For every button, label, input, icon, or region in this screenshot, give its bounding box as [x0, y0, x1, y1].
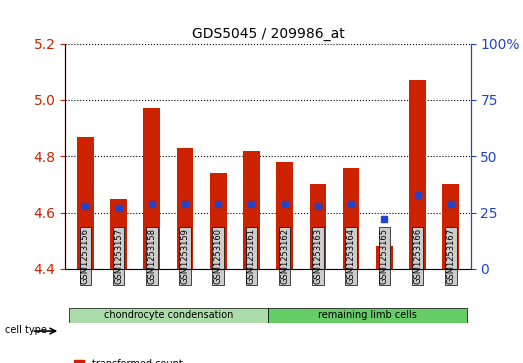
Bar [310, 184, 326, 269]
Text: GSM1253162: GSM1253162 [280, 228, 289, 284]
Text: GSM1253156: GSM1253156 [81, 228, 90, 284]
Bar [210, 173, 226, 269]
FancyBboxPatch shape [69, 308, 268, 323]
Title: GDS5045 / 209986_at: GDS5045 / 209986_at [191, 27, 345, 41]
Legend: transformed count, percentile rank within the sample: transformed count, percentile rank withi… [70, 355, 260, 363]
Bar [276, 162, 293, 269]
Text: GSM1253158: GSM1253158 [147, 228, 156, 284]
Text: remaining limb cells: remaining limb cells [319, 310, 417, 321]
Bar [376, 246, 393, 269]
Text: chondrocyte condensation: chondrocyte condensation [104, 310, 233, 321]
Bar [77, 136, 94, 269]
FancyBboxPatch shape [268, 308, 468, 323]
Bar [442, 184, 459, 269]
Text: GSM1253159: GSM1253159 [180, 228, 189, 284]
Bar [143, 109, 160, 269]
Text: GSM1253164: GSM1253164 [347, 228, 356, 284]
Text: GSM1253161: GSM1253161 [247, 228, 256, 284]
Bar [243, 151, 260, 269]
Text: GSM1253166: GSM1253166 [413, 228, 422, 284]
Text: GSM1253163: GSM1253163 [313, 228, 322, 284]
Bar [110, 199, 127, 269]
Bar [409, 80, 426, 269]
Text: GSM1253167: GSM1253167 [446, 228, 455, 284]
Text: GSM1253157: GSM1253157 [114, 228, 123, 284]
Text: GSM1253160: GSM1253160 [214, 228, 223, 284]
Text: cell type: cell type [5, 325, 47, 335]
Bar [343, 168, 359, 269]
Text: GSM1253165: GSM1253165 [380, 228, 389, 284]
Bar [177, 148, 194, 269]
